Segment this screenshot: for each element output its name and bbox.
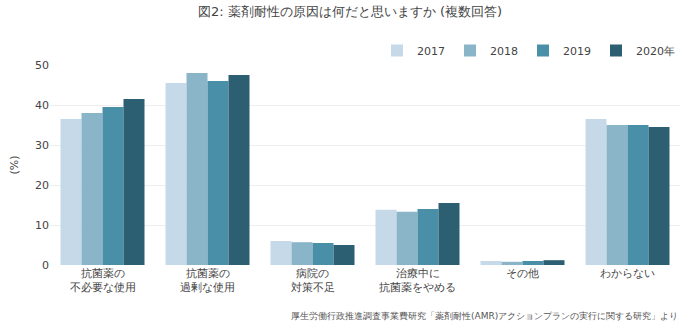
svg-text:50: 50 bbox=[35, 59, 49, 72]
svg-text:2020年: 2020年 bbox=[636, 45, 675, 58]
svg-text:厚生労働行政推進調査事業費研究「薬剤耐性(AMR)アクション: 厚生労働行政推進調査事業費研究「薬剤耐性(AMR)アクションプランの実行に関する… bbox=[291, 311, 678, 321]
svg-text:病院の対策不足: 病院の対策不足 bbox=[291, 267, 335, 294]
svg-text:わからない: わからない bbox=[600, 267, 655, 280]
svg-text:治療中に抗菌薬をやめる: 治療中に抗菌薬をやめる bbox=[379, 267, 456, 294]
svg-text:20: 20 bbox=[35, 179, 49, 192]
svg-text:2019: 2019 bbox=[563, 45, 591, 58]
svg-text:30: 30 bbox=[35, 139, 49, 152]
svg-text:抗菌薬の過剰な使用: 抗菌薬の過剰な使用 bbox=[180, 267, 235, 294]
svg-text:2017: 2017 bbox=[417, 45, 445, 58]
svg-text:0: 0 bbox=[42, 259, 49, 272]
svg-text:40: 40 bbox=[35, 99, 49, 112]
svg-text:(%): (%) bbox=[8, 155, 21, 174]
svg-text:抗菌薬の不必要な使用: 抗菌薬の不必要な使用 bbox=[70, 267, 136, 294]
svg-text:2018: 2018 bbox=[490, 45, 518, 58]
svg-text:その他: その他 bbox=[506, 267, 539, 280]
svg-text:10: 10 bbox=[35, 219, 49, 232]
svg-text:図2: 薬剤耐性の原因は何だと思いますか (複数回答): 図2: 薬剤耐性の原因は何だと思いますか (複数回答) bbox=[198, 4, 502, 19]
